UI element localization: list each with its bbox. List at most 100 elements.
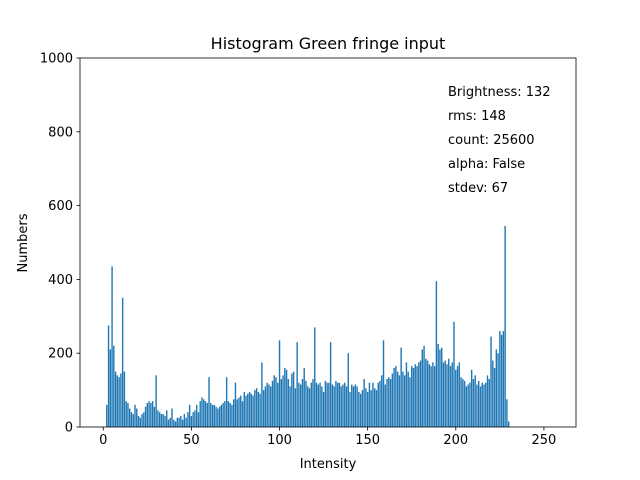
bar	[287, 379, 290, 427]
bar	[335, 380, 337, 427]
bar	[358, 391, 360, 427]
bar	[319, 382, 321, 427]
bar	[232, 399, 235, 427]
bar	[375, 390, 378, 427]
bar	[206, 403, 208, 427]
bar	[187, 412, 189, 427]
bar	[432, 362, 434, 427]
bar	[317, 384, 320, 427]
bar	[180, 415, 182, 427]
bar	[336, 382, 339, 427]
bar	[289, 386, 291, 427]
x-tick-label: 250	[532, 433, 557, 448]
bar	[370, 390, 372, 427]
bar	[310, 382, 312, 427]
bar	[174, 421, 177, 427]
annotation: alpha: False	[448, 157, 525, 172]
bar	[396, 371, 399, 427]
bar	[247, 393, 249, 427]
bar	[366, 391, 369, 427]
bar	[275, 377, 277, 427]
bar	[270, 386, 272, 427]
bar	[359, 393, 362, 427]
bar	[321, 386, 323, 427]
bar	[418, 362, 420, 427]
bar	[382, 340, 385, 427]
bar	[485, 382, 487, 427]
bar	[506, 399, 508, 427]
bar	[241, 401, 244, 427]
bar	[493, 367, 496, 427]
bar	[326, 382, 328, 427]
bar	[472, 379, 475, 427]
bar	[440, 347, 443, 427]
bar	[224, 401, 226, 427]
bar	[197, 412, 200, 427]
bar	[439, 349, 441, 427]
bar	[361, 390, 364, 427]
bar	[322, 391, 325, 427]
bar	[129, 408, 131, 427]
bar	[486, 375, 489, 427]
x-tick-label: 50	[183, 433, 200, 448]
bar	[342, 384, 344, 427]
bar	[130, 412, 133, 427]
bar	[211, 404, 214, 427]
x-tick-label: 100	[267, 433, 292, 448]
bar	[188, 404, 191, 427]
bar	[435, 281, 438, 427]
bar	[252, 395, 254, 427]
bar	[328, 382, 330, 427]
bar	[338, 382, 341, 427]
bar	[195, 404, 198, 427]
x-tick-label: 0	[99, 433, 107, 448]
bar	[507, 421, 510, 427]
bar	[301, 379, 304, 427]
bar	[190, 415, 193, 427]
bar	[123, 371, 126, 427]
axes-frame	[79, 57, 577, 428]
bar	[113, 345, 115, 427]
bar	[388, 377, 390, 427]
bar	[255, 388, 258, 427]
bar	[395, 366, 397, 427]
bar	[345, 386, 348, 427]
bar	[257, 391, 260, 427]
bar	[137, 415, 140, 427]
annotation: Brightness: 132	[448, 85, 551, 100]
bar	[292, 371, 295, 427]
bar	[331, 384, 334, 427]
bar	[479, 386, 482, 427]
bar	[158, 412, 161, 427]
bar	[476, 384, 478, 427]
bar	[220, 404, 223, 427]
bar	[444, 360, 446, 427]
bar	[365, 388, 367, 427]
bar	[153, 406, 156, 427]
bar	[502, 331, 505, 427]
bar	[125, 401, 127, 427]
bar	[442, 362, 445, 427]
bar	[448, 358, 450, 427]
bar	[344, 382, 346, 427]
bar	[426, 360, 429, 427]
bar	[308, 388, 311, 427]
bar	[185, 417, 187, 427]
bar	[176, 417, 179, 427]
bar	[315, 382, 318, 427]
bar	[363, 379, 365, 427]
bar	[470, 369, 473, 427]
bar	[340, 386, 342, 427]
bar	[227, 401, 230, 427]
bar	[463, 380, 466, 427]
bar	[134, 404, 136, 427]
chart-title: Histogram Green fringe input	[211, 34, 446, 53]
bar	[425, 358, 427, 427]
bar	[477, 380, 480, 427]
bar	[368, 382, 371, 427]
bar	[291, 373, 293, 427]
bar	[120, 373, 122, 427]
bar	[271, 380, 274, 427]
bar	[419, 360, 422, 427]
